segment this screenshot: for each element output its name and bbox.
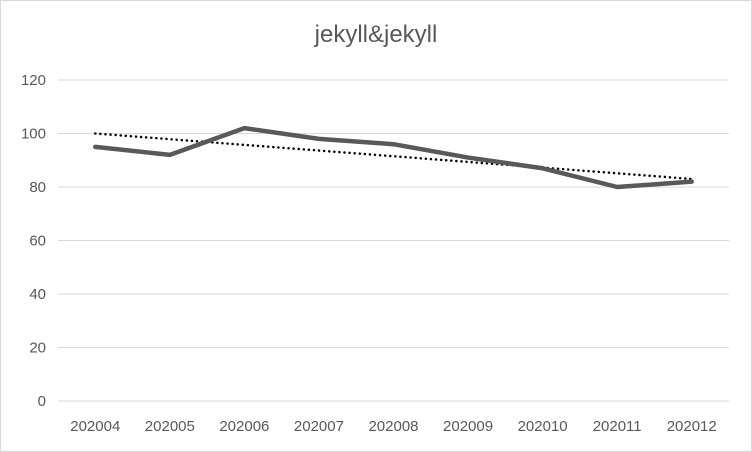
gridlines: [58, 79, 729, 402]
x-tick-label: 202009: [443, 418, 493, 435]
y-tick-label: 120: [21, 72, 46, 89]
x-tick-label: 202007: [294, 418, 344, 435]
data-point: [317, 137, 321, 141]
y-tick-label: 100: [21, 126, 46, 143]
y-tick-label: 40: [29, 286, 46, 303]
y-axis-ticks: 0 20 40 60 80 100 120: [21, 72, 46, 410]
x-axis-ticks: 202004 202005 202006 202007 202008 202009 2020…: [70, 418, 717, 435]
data-point: [466, 156, 470, 160]
x-tick-label: 202012: [667, 418, 717, 435]
data-point: [690, 180, 694, 184]
data-point: [392, 142, 395, 146]
data-point: [168, 153, 172, 157]
y-tick-label: 0: [38, 393, 46, 410]
data-point: [93, 145, 97, 149]
data-point: [242, 126, 246, 130]
data-point: [615, 185, 619, 189]
chart-title: jekyll&jekyll: [314, 21, 438, 48]
data-point: [541, 166, 545, 170]
x-tick-label: 202011: [593, 418, 642, 435]
x-tick-label: 202008: [368, 418, 418, 435]
x-tick-label: 202010: [518, 418, 568, 435]
x-tick-label: 202005: [145, 418, 195, 435]
y-tick-label: 60: [29, 233, 46, 250]
trendline: [94, 132, 693, 181]
series-group: [93, 125, 694, 190]
x-tick-label: 202004: [70, 418, 120, 435]
y-tick-label: 80: [29, 179, 46, 196]
x-tick-label: 202006: [219, 418, 269, 435]
y-tick-label: 20: [29, 340, 46, 357]
series-line-0: [93, 125, 694, 190]
trendline-group: [94, 132, 693, 181]
